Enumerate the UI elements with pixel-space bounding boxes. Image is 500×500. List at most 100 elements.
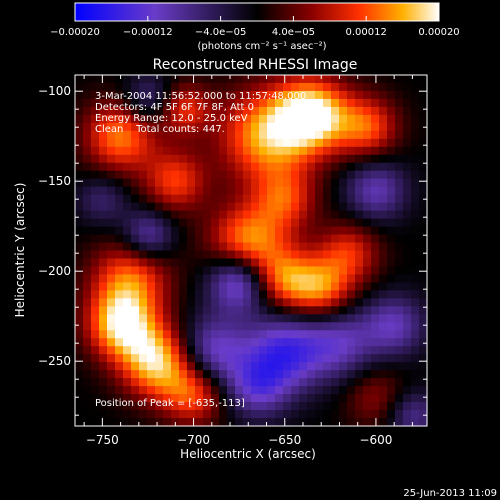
- heatmap-cell: [267, 178, 276, 188]
- heatmap-cell: [107, 330, 116, 339]
- heatmap-cell: [75, 146, 84, 156]
- heatmap-cell: [219, 378, 228, 387]
- plot-frame: [74, 74, 428, 427]
- heatmap-cell: [131, 314, 140, 323]
- heatmap-cell: [235, 386, 244, 395]
- heatmap-cell: [251, 298, 260, 307]
- heatmap-cell: [323, 330, 332, 339]
- heatmap-cell: [83, 322, 92, 331]
- heatmap-cell: [243, 386, 252, 395]
- heatmap-cell: [275, 362, 284, 371]
- heatmap-cell: [187, 226, 196, 236]
- heatmap-cell: [147, 170, 156, 180]
- heatmap-cell: [179, 162, 188, 172]
- heatmap-cell: [171, 250, 180, 260]
- heatmap-cell: [379, 178, 388, 188]
- heatmap-cell: [219, 98, 228, 108]
- heatmap-cell: [227, 106, 236, 116]
- heatmap-cell: [235, 186, 244, 196]
- heatmap-cell: [323, 146, 332, 156]
- heatmap-cell: [139, 282, 148, 291]
- heatmap-cell: [299, 282, 308, 291]
- heatmap-cell: [83, 130, 92, 140]
- heatmap-cell: [275, 394, 284, 403]
- heatmap-cell: [171, 386, 180, 395]
- heatmap-cell: [339, 370, 348, 379]
- heatmap-cell: [155, 314, 164, 323]
- heatmap-cell: [91, 114, 100, 124]
- heatmap-cell: [387, 330, 396, 339]
- heatmap-cell: [291, 162, 300, 172]
- heatmap-cell: [187, 322, 196, 331]
- heatmap-cell: [155, 202, 164, 212]
- heatmap-cell: [235, 82, 244, 92]
- heatmap-cell: [411, 130, 420, 140]
- heatmap-cell: [283, 338, 292, 347]
- heatmap-cell: [75, 346, 84, 355]
- heatmap-cell: [91, 418, 100, 427]
- heatmap-cell: [91, 194, 100, 204]
- heatmap-cell: [235, 258, 244, 268]
- heatmap-cell: [219, 114, 228, 124]
- heatmap-cell: [203, 210, 212, 220]
- heatmap-cell: [419, 386, 428, 395]
- heatmap-cell: [203, 346, 212, 355]
- heatmap-cell: [299, 218, 308, 228]
- heatmap-cell: [331, 226, 340, 236]
- heatmap-cell: [339, 90, 348, 100]
- heatmap-cell: [339, 146, 348, 156]
- heatmap-cell: [171, 186, 180, 196]
- heatmap-cell: [243, 298, 252, 307]
- heatmap-cell: [323, 242, 332, 252]
- heatmap-cell: [275, 178, 284, 188]
- heatmap-cell: [283, 138, 292, 148]
- heatmap-cell: [315, 106, 324, 116]
- heatmap-cell: [363, 370, 372, 379]
- heatmap-cell: [219, 154, 228, 164]
- heatmap-cell: [251, 258, 260, 268]
- heatmap-cell: [83, 306, 92, 315]
- heatmap-cell: [323, 210, 332, 220]
- heatmap-cell: [243, 314, 252, 323]
- heatmap-cell: [315, 258, 324, 268]
- heatmap-cell: [251, 75, 260, 84]
- heatmap-cell: [171, 330, 180, 339]
- heatmap-cell: [411, 178, 420, 188]
- heatmap-cell: [171, 114, 180, 124]
- heatmap-cell: [155, 114, 164, 124]
- heatmap-cell: [179, 75, 188, 84]
- heatmap-cell: [259, 266, 268, 276]
- heatmap-cell: [243, 186, 252, 196]
- heatmap-cell: [187, 338, 196, 347]
- heatmap-cell: [339, 186, 348, 196]
- heatmap-cell: [347, 282, 356, 291]
- heatmap-cell: [203, 266, 212, 276]
- heatmap-cell: [75, 274, 84, 284]
- heatmap-cell: [107, 114, 116, 124]
- heatmap-cell: [187, 130, 196, 140]
- heatmap-cell: [187, 258, 196, 268]
- heatmap-cell: [211, 290, 220, 299]
- heatmap-cell: [243, 258, 252, 268]
- heatmap-cell: [419, 322, 428, 331]
- heatmap-cell: [155, 250, 164, 260]
- heatmap-cell: [267, 362, 276, 371]
- heatmap-cell: [123, 338, 132, 347]
- heatmap-cell: [131, 98, 140, 108]
- heatmap-cell: [339, 274, 348, 284]
- heatmap-cell: [91, 122, 100, 132]
- heatmap-cell: [115, 418, 124, 427]
- heatmap-cell: [211, 418, 220, 427]
- heatmap-cell: [211, 282, 220, 291]
- heatmap-cell: [315, 362, 324, 371]
- heatmap-cell: [283, 402, 292, 411]
- heatmap-cell: [379, 362, 388, 371]
- heatmap-cell: [83, 186, 92, 196]
- heatmap-cell: [323, 178, 332, 188]
- heatmap-cell: [355, 242, 364, 252]
- heatmap-cell: [147, 402, 156, 411]
- heatmap-cell: [307, 154, 316, 164]
- heatmap-cell: [355, 314, 364, 323]
- heatmap-cell: [83, 114, 92, 124]
- heatmap-cell: [99, 162, 108, 172]
